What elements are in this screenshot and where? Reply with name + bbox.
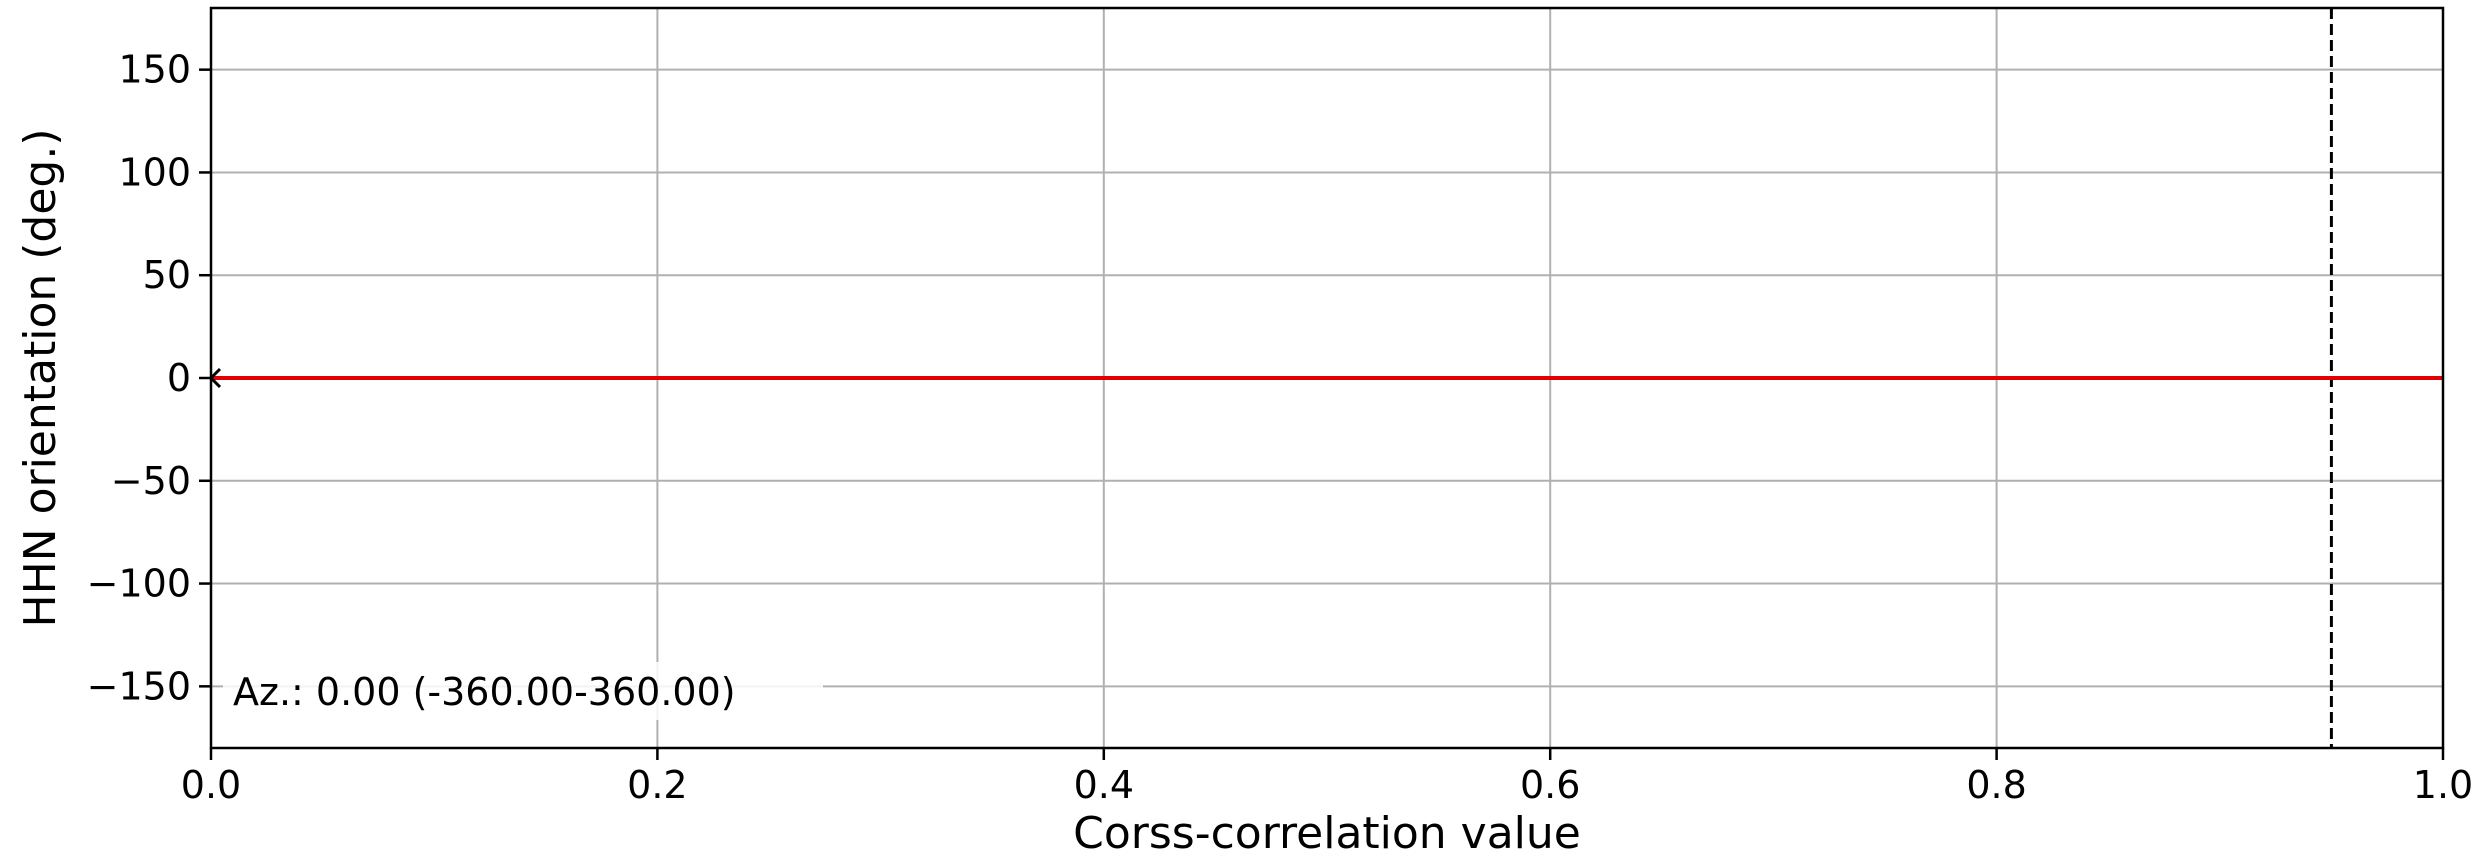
annotation-box xyxy=(223,662,823,720)
y-tick-label: −150 xyxy=(87,664,191,708)
y-axis-label: HHN orientation (deg.) xyxy=(15,129,66,628)
y-axis-ticks: 150 100 50 0 −50 −100 −150 xyxy=(87,48,211,708)
y-tick-label: −100 xyxy=(87,562,191,606)
y-tick-label: 50 xyxy=(143,253,191,297)
x-tick-label: 0.0 xyxy=(181,763,241,807)
y-tick-label: 100 xyxy=(118,150,191,194)
y-tick-label: 0 xyxy=(167,356,191,400)
y-tick-label: −50 xyxy=(111,459,191,503)
x-tick-label: 0.2 xyxy=(627,763,687,807)
x-tick-label: 0.8 xyxy=(1966,763,2026,807)
x-axis-ticks: 0.0 0.2 0.4 0.6 0.8 1.0 xyxy=(181,748,2473,807)
x-tick-label: 0.4 xyxy=(1074,763,1134,807)
y-tick-label: 150 xyxy=(118,48,191,92)
x-tick-label: 0.6 xyxy=(1520,763,1580,807)
x-tick-label: 1.0 xyxy=(2413,763,2473,807)
annotation-text: Az.: 0.00 (-360.00-360.00) xyxy=(233,670,736,714)
x-axis-label: Corss-correlation value xyxy=(1073,808,1581,853)
